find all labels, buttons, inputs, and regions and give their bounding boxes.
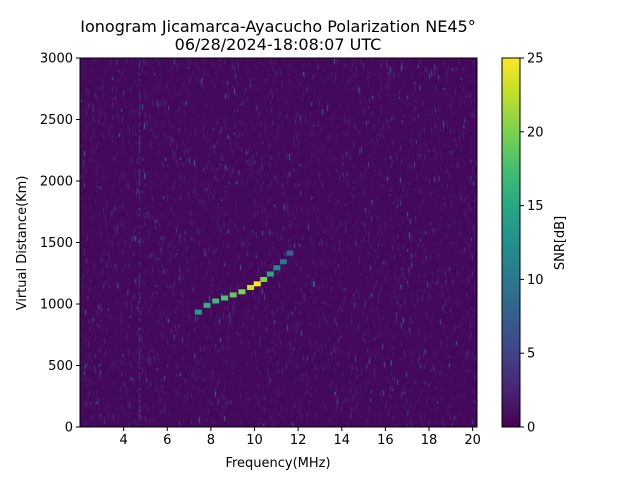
x-tick-label: 20 (464, 433, 481, 448)
trace-point (247, 285, 255, 290)
trace-point (273, 265, 281, 271)
y-tick-label: 2000 (40, 175, 73, 190)
colorbar-tick-label: 10 (527, 273, 544, 288)
trace-point (212, 298, 220, 304)
y-tick-label: 0 (65, 421, 73, 436)
chart-title: Ionogram Jicamarca-Ayacucho Polarization… (80, 17, 475, 36)
chart-subtitle: 06/28/2024-18:08:07 UTC (175, 35, 382, 54)
colorbar-tick-label: 0 (527, 421, 535, 436)
trace-point (203, 302, 211, 308)
x-tick-label: 8 (207, 433, 215, 448)
colorbar-tick-label: 15 (527, 199, 544, 214)
plot-area (80, 58, 477, 427)
y-tick-label: 2500 (40, 113, 73, 128)
colorbar-scale (501, 57, 521, 428)
noise-background (80, 58, 477, 427)
trace-point (286, 250, 294, 256)
y-tick-label: 3000 (40, 52, 73, 67)
colorbar-tick-label: 25 (527, 52, 544, 67)
x-axis-label: Frequency(MHz) (225, 456, 330, 471)
x-tick-label: 6 (163, 433, 171, 448)
x-tick-label: 12 (290, 433, 307, 448)
trace-point (221, 295, 228, 301)
trace-point (253, 281, 261, 287)
trace-point (279, 259, 287, 265)
y-tick-label: 500 (48, 359, 73, 374)
trace-point (266, 271, 274, 277)
y-axis-label: Virtual Distance(Km) (15, 176, 30, 311)
trace-point (229, 292, 237, 298)
y-tick-label: 1500 (40, 236, 73, 251)
trace-point (238, 289, 246, 295)
x-tick-label: 14 (333, 433, 350, 448)
colorbar-label: SNR[dB] (553, 216, 568, 270)
colorbar-tick-label: 20 (527, 125, 544, 140)
axes: 4 6 8 10 12 14 16 18 20 0 500 1000 1500 2000 2500 3000 (40, 52, 481, 449)
trace-point (260, 277, 268, 282)
y-tick-label: 1000 (40, 298, 73, 313)
x-tick-label: 18 (421, 433, 438, 448)
colorbar-tick-label: 5 (527, 347, 535, 362)
x-tick-label: 16 (377, 433, 394, 448)
x-tick-label: 4 (119, 433, 127, 448)
trace-point (194, 309, 202, 315)
x-tick-label: 10 (246, 433, 263, 448)
colorbar: 0 5 10 15 20 25 (501, 52, 544, 436)
